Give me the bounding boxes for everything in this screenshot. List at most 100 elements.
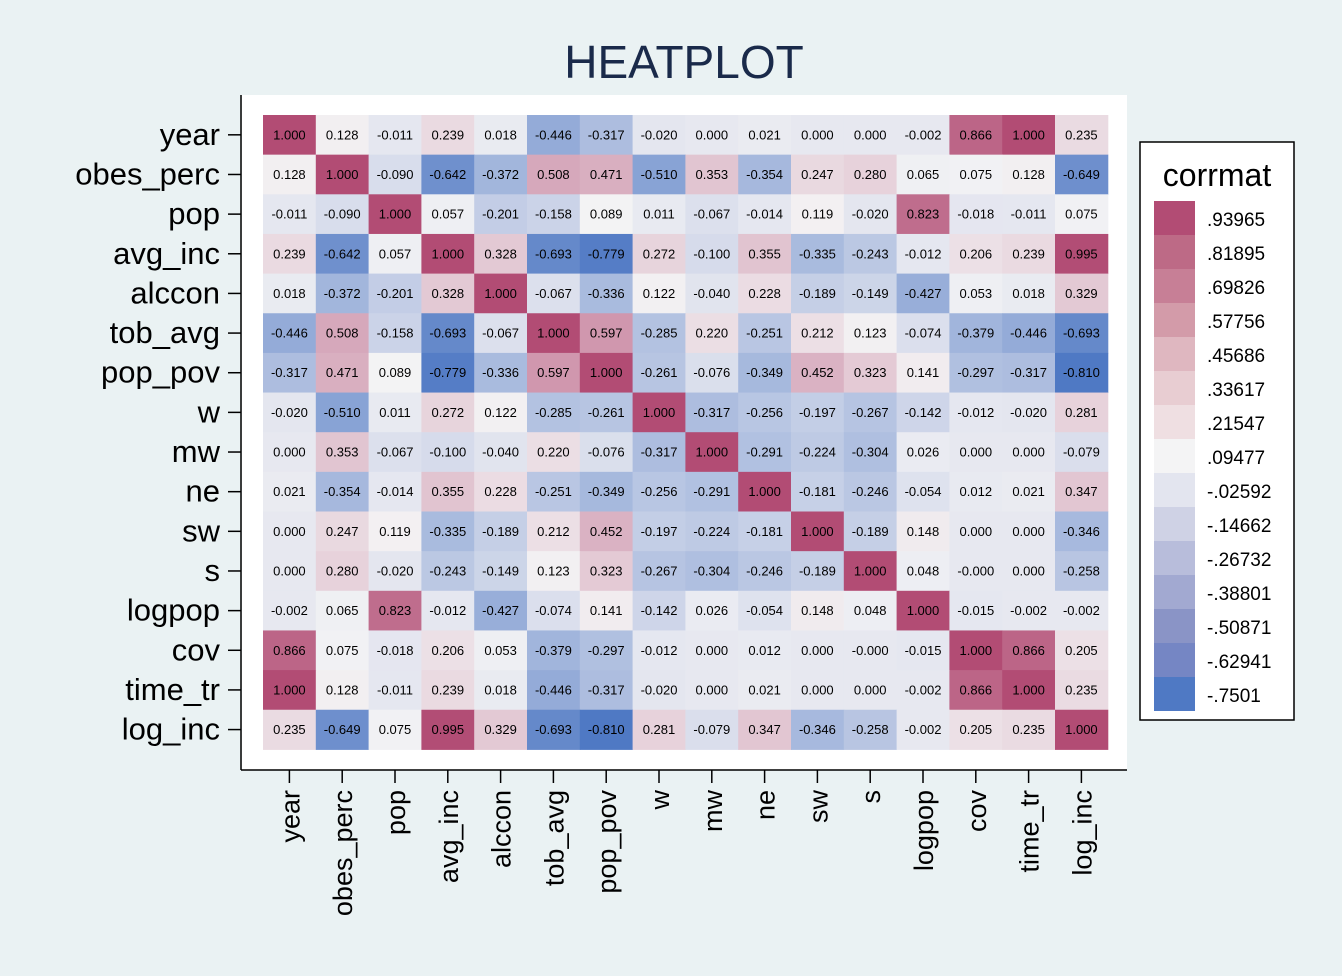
cell-value-label: 0.353 [326, 445, 359, 460]
cell-value-label: -0.354 [746, 167, 783, 182]
heatmap-cell [263, 313, 317, 354]
cell-value-label: -0.020 [271, 405, 308, 420]
cell-value-label: 0.239 [1012, 246, 1045, 261]
cell-value-label: -0.014 [746, 207, 783, 222]
heatmap-cell [949, 630, 1003, 671]
cell-value-label: -0.335 [429, 524, 466, 539]
cell-value-label: -0.012 [429, 603, 466, 618]
heatmap-cell [263, 670, 317, 711]
x-tick-label: avg_inc [434, 790, 464, 883]
heatmap-cell [315, 233, 370, 275]
heatmap-cell [843, 670, 898, 711]
x-tick-label: pop [381, 790, 411, 835]
heatmap-cell [896, 590, 950, 631]
cell-value-label: -0.267 [641, 563, 678, 578]
heatmap-cell [474, 670, 528, 711]
cell-value-label: -0.018 [377, 643, 414, 658]
cell-value-label: -0.100 [429, 445, 466, 460]
cell-value-label: 0.353 [696, 167, 729, 182]
cell-value-label: 1.000 [326, 167, 359, 182]
heatmap-cell [315, 392, 370, 433]
heatmap-cell [474, 392, 528, 433]
heatmap-cell [421, 352, 475, 394]
legend-swatch [1154, 405, 1195, 439]
heatmap-cell [843, 590, 898, 631]
cell-value-label: 0.000 [273, 445, 306, 460]
heatmap-cell [474, 471, 528, 512]
cell-value-label: 0.866 [960, 127, 993, 142]
cell-value-label: -0.317 [693, 405, 730, 420]
cell-value-label: -0.149 [852, 286, 889, 301]
cell-value-label: -0.693 [535, 722, 572, 737]
cell-value-label: -0.014 [377, 484, 414, 499]
cell-value-label: -0.076 [693, 365, 730, 380]
legend-swatch [1154, 575, 1195, 609]
heatmap-cell [263, 115, 317, 156]
heatmap-cell [421, 551, 475, 592]
heatmap-cell [949, 154, 1003, 195]
heatmap-cell [843, 154, 898, 195]
cell-value-label: -0.020 [377, 563, 414, 578]
cell-value-label: -0.054 [746, 603, 783, 618]
heatmap-cell [738, 352, 792, 394]
cell-value-label: -0.246 [746, 563, 783, 578]
heatmap-cell [527, 154, 581, 195]
cell-value-label: 0.281 [643, 722, 676, 737]
heatmap-cell [949, 233, 1003, 275]
cell-value-label: -0.012 [905, 246, 942, 261]
heatmap-cell [1055, 392, 1109, 433]
heatmap-cell [527, 273, 581, 314]
cell-value-label: 0.000 [696, 127, 729, 142]
chart-title: HEATPLOT [564, 36, 803, 88]
cell-value-label: -0.317 [271, 365, 308, 380]
cell-value-label: -0.246 [852, 484, 889, 499]
cell-value-label: 0.065 [326, 603, 359, 618]
cell-value-label: 0.995 [432, 722, 465, 737]
cell-value-label: -0.379 [957, 326, 994, 341]
cell-value-label: -0.074 [535, 603, 572, 618]
heatmap-cell [791, 590, 845, 631]
cell-value-label: -0.267 [852, 405, 889, 420]
heatmap-cell [1002, 392, 1056, 433]
heatmap-cell [527, 511, 581, 552]
heatmap-cell [685, 551, 739, 592]
heatmap-cell [527, 630, 581, 671]
heatmap-cell [738, 709, 792, 750]
heatmap-cell [949, 670, 1003, 711]
cell-value-label: 0.000 [801, 682, 834, 697]
cell-value-label: 0.866 [273, 643, 306, 658]
heatmap-cell [263, 233, 317, 275]
heatmap-cell [843, 471, 898, 512]
cell-value-label: -0.649 [324, 722, 361, 737]
heatmap-cell [791, 233, 845, 275]
heatmap-cell [315, 471, 370, 512]
cell-value-label: -0.779 [429, 365, 466, 380]
cell-value-label: 0.205 [1065, 643, 1098, 658]
heatmap-cell [738, 511, 792, 552]
heatmap-cell [896, 233, 950, 275]
heatmap-cell [632, 115, 686, 156]
heatmap-cell [791, 551, 845, 592]
cell-value-label: -0.142 [905, 405, 942, 420]
heatmap-cell [1002, 233, 1056, 275]
cell-value-label: -0.158 [535, 207, 572, 222]
heatmap-cell [368, 630, 422, 671]
heatmap-cell [791, 471, 845, 512]
cell-value-label: -0.693 [429, 326, 466, 341]
legend-label: .33617 [1207, 380, 1265, 401]
x-tick-label: year [275, 790, 305, 843]
y-tick-label: w [197, 394, 221, 429]
heatmap-cell [632, 233, 686, 275]
cell-value-label: 1.000 [1012, 682, 1045, 697]
cell-value-label: 0.148 [907, 524, 940, 539]
heatmap-cell [315, 273, 370, 314]
heatmap-cell [421, 273, 475, 314]
legend-swatch [1154, 541, 1195, 575]
heatmap-cell [685, 194, 739, 235]
cell-value-label: -0.649 [1063, 167, 1100, 182]
cell-value-label: 0.018 [484, 682, 517, 697]
heatmap-cell [1002, 432, 1056, 473]
heatmap-cell [1002, 630, 1056, 671]
cell-value-label: -0.256 [746, 405, 783, 420]
cell-value-label: 0.018 [1012, 286, 1045, 301]
